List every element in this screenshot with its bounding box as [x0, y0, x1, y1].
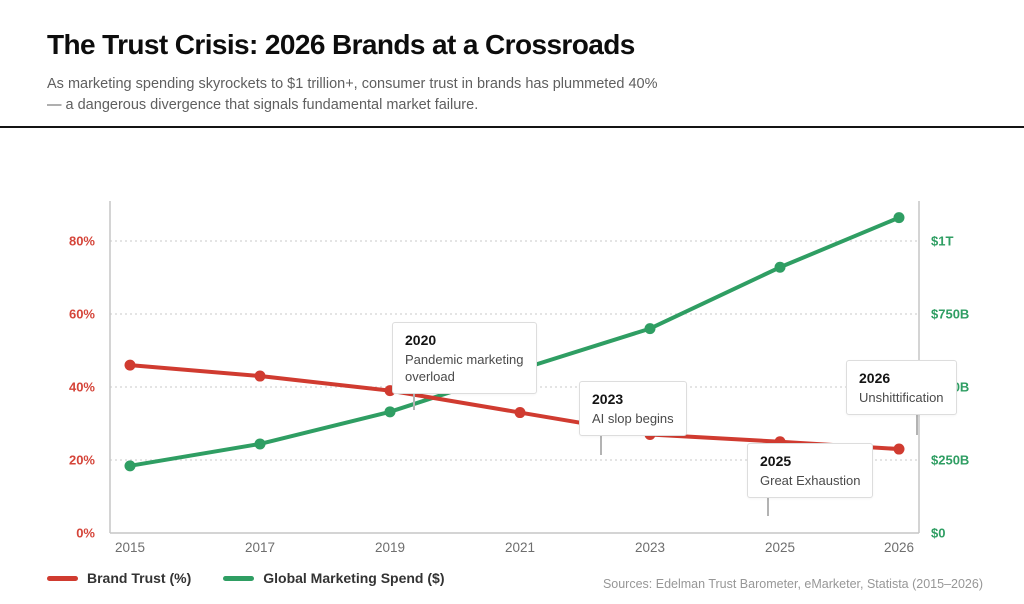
y-left-tick-label: 80%	[69, 234, 95, 249]
chart-legend: Brand Trust (%) Global Marketing Spend (…	[47, 570, 444, 586]
legend-item-brand-trust: Brand Trust (%)	[47, 570, 191, 586]
brand-trust-point	[514, 407, 526, 419]
annotation-leader-2026	[916, 412, 918, 435]
x-tick-label: 2017	[245, 540, 275, 555]
y-left-tick-label: 20%	[69, 453, 95, 468]
annotation-leader-2023	[600, 433, 602, 455]
annotation-2025: 2025 Great Exhaustion	[747, 443, 874, 498]
x-tick-label: 2026	[884, 540, 914, 555]
legend-swatch-green	[223, 575, 255, 581]
y-left-tick-label: 60%	[69, 307, 95, 322]
annotation-year: 2020	[405, 332, 437, 348]
page-subtitle: As marketing spending skyrockets to $1 t…	[47, 74, 658, 116]
annotation-2023: 2023 AI slop begins	[579, 381, 687, 436]
subtitle-line-1: As marketing spending skyrockets to $1 t…	[47, 76, 658, 92]
legend-label: Global Marketing Spend ($)	[263, 570, 445, 586]
y-right-tick-label: $0	[931, 526, 945, 541]
y-left-tick-label: 40%	[69, 380, 95, 395]
annotation-label: AI slop begins	[592, 411, 674, 426]
annotation-year: 2025	[760, 453, 792, 469]
annotation-label: Pandemic marketing overload	[405, 352, 524, 384]
annotation-label: Great Exhaustion	[760, 473, 861, 488]
y-left-tick-label: 0%	[76, 526, 95, 541]
x-tick-label: 2019	[375, 540, 405, 555]
marketing-spend-point	[384, 406, 396, 418]
legend-swatch-red	[47, 575, 78, 581]
y-right-tick-label: $250B	[931, 453, 969, 468]
y-right-tick-label: $750B	[931, 307, 969, 322]
annotation-2026: 2026 Unshittification	[846, 360, 957, 415]
x-tick-label: 2025	[765, 540, 795, 555]
marketing-spend-point	[893, 212, 905, 224]
marketing-spend-point	[254, 438, 266, 450]
annotation-label: Unshittification	[859, 390, 944, 405]
brand-trust-point	[893, 443, 905, 455]
y-right-tick-label: $1T	[931, 234, 953, 249]
header-divider	[0, 126, 1024, 128]
marketing-spend-point	[124, 460, 136, 472]
subtitle-line-2: — a dangerous divergence that signals fu…	[47, 97, 479, 113]
x-tick-label: 2015	[115, 540, 145, 555]
legend-label: Brand Trust (%)	[87, 570, 192, 586]
legend-item-marketing-spend: Global Marketing Spend ($)	[223, 570, 444, 586]
brand-trust-point	[124, 359, 136, 371]
x-tick-label: 2023	[635, 540, 665, 555]
annotation-2020: 2020 Pandemic marketing overload	[392, 322, 537, 394]
annotation-leader-2025	[767, 496, 769, 516]
brand-trust-point	[254, 370, 266, 382]
marketing-spend-point	[644, 323, 656, 335]
x-tick-label: 2021	[505, 540, 535, 555]
annotation-year: 2023	[592, 391, 624, 407]
sources-note: Sources: Edelman Trust Barometer, eMarke…	[602, 577, 983, 591]
page-title: The Trust Crisis: 2026 Brands at a Cross…	[47, 29, 635, 60]
annotation-year: 2026	[859, 370, 891, 386]
marketing-spend-point	[774, 261, 786, 273]
annotation-leader-2020	[413, 388, 415, 410]
